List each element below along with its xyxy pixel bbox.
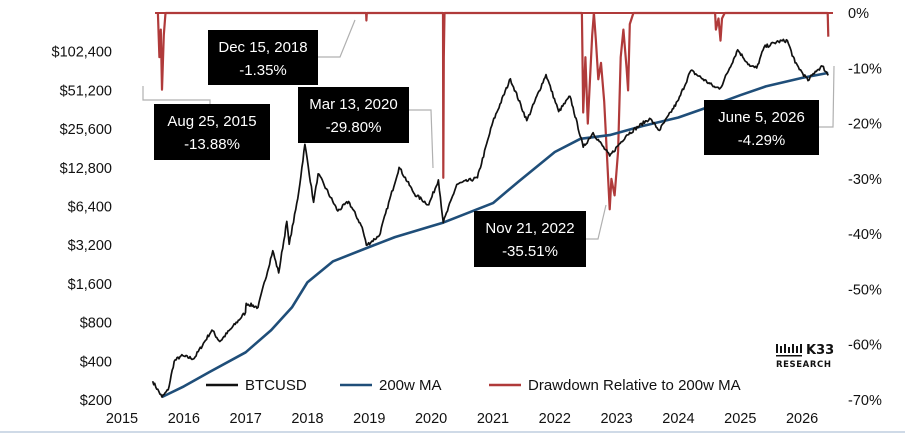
callout-value: -13.88% <box>184 136 240 153</box>
x-tick-label: 2019 <box>353 411 385 427</box>
legend: BTCUSD 200w MA Drawdown Relative to 200w… <box>206 377 741 394</box>
callout-leader <box>819 65 835 128</box>
y-left-tick-label: $3,200 <box>68 238 112 254</box>
drawdown-segment <box>580 12 595 125</box>
callout-date: June 5, 2026 <box>718 109 805 126</box>
callout-leader <box>142 86 211 104</box>
drawdown-segment <box>826 12 830 37</box>
x-tick-label: 2016 <box>168 411 200 427</box>
x-tick-label: 2018 <box>291 411 323 427</box>
callout-value: -35.51% <box>502 243 558 260</box>
callout-date: Nov 21, 2022 <box>485 220 574 237</box>
x-tick-label: 2024 <box>662 411 694 427</box>
x-tick-label: 2020 <box>415 411 447 427</box>
y-left-tick-label: $6,400 <box>68 200 112 216</box>
x-tick-label: 2026 <box>786 411 818 427</box>
y-left-tick-label: $1,600 <box>68 277 112 293</box>
y-left-tick-label: $25,600 <box>60 122 112 138</box>
x-tick-label: 2021 <box>477 411 509 427</box>
callout-box: Nov 21, 2022 -35.51% <box>474 211 586 267</box>
y-left-tick-label: $102,400 <box>52 45 112 61</box>
legend-label-drawdown: Drawdown Relative to 200w MA <box>528 377 741 394</box>
k33-logo-mark <box>776 344 802 357</box>
drawdown-segment <box>714 12 726 42</box>
callout-background <box>704 100 819 155</box>
y-left-tick-label: $400 <box>80 354 112 370</box>
callout-value: -4.29% <box>738 132 786 149</box>
y-left-tick-label: $51,200 <box>60 83 112 99</box>
drawdown-segment <box>592 12 635 211</box>
btcusd-series <box>151 38 829 398</box>
x-tick-label: 2025 <box>724 411 756 427</box>
callout-box: Aug 25, 2015 -13.88% <box>154 104 270 160</box>
drawdown-segment <box>156 12 167 91</box>
y-right-tick-label: -30% <box>848 172 882 188</box>
callouts: Aug 25, 2015 -13.88% Dec 15, 2018 -1.35% Mar… <box>154 30 819 267</box>
legend-label-200w-ma: 200w MA <box>379 377 442 394</box>
callout-background <box>298 87 409 143</box>
callout-background <box>154 104 270 160</box>
callout-background <box>474 211 586 267</box>
y-left-tick-label: $800 <box>80 316 112 332</box>
callout-date: Aug 25, 2015 <box>167 113 256 130</box>
drawdown-series <box>155 11 833 211</box>
callout-background <box>208 30 318 85</box>
right-axis-ticks: 0% -10% -20% -30% -40% -50% -60% -70% <box>848 6 882 409</box>
x-tick-label: 2017 <box>230 411 262 427</box>
callout-box: Dec 15, 2018 -1.35% <box>208 30 318 85</box>
callout-leader <box>409 109 434 169</box>
callout-leaders <box>142 19 835 240</box>
x-tick-label: 2015 <box>106 411 138 427</box>
logo-research: RESEARCH <box>776 360 832 370</box>
y-right-tick-label: -20% <box>848 117 882 133</box>
y-right-tick-label: -50% <box>848 282 882 298</box>
y-right-tick-label: -40% <box>848 227 882 243</box>
y-right-tick-label: -70% <box>848 393 882 409</box>
callout-box: June 5, 2026 -4.29% <box>704 100 819 155</box>
callout-leader <box>586 204 607 240</box>
callout-box: Mar 13, 2020 -29.80% <box>298 87 409 143</box>
left-axis-ticks: $200 $400 $800 $1,600 $3,200 $6,400 $12,800 $25… <box>52 45 112 409</box>
legend-label-btcusd: BTCUSD <box>245 377 307 394</box>
y-right-tick-label: -10% <box>848 61 882 77</box>
callout-value: -29.80% <box>326 119 382 136</box>
callout-leader <box>318 19 356 58</box>
x-tick-label: 2023 <box>600 411 632 427</box>
drawdown-segment <box>365 12 368 22</box>
callout-date: Dec 15, 2018 <box>218 39 307 56</box>
y-left-tick-label: $200 <box>80 393 112 409</box>
k33-logo: K33 RESEARCH <box>776 343 834 370</box>
x-axis-ticks: 2015 2016 2017 2018 2019 2020 2021 2022 2023 2024… <box>106 411 818 427</box>
y-right-tick-label: 0% <box>848 6 869 22</box>
btcusd-line <box>151 38 829 398</box>
x-tick-label: 2022 <box>539 411 571 427</box>
drawdown-segment <box>441 12 446 179</box>
callout-date: Mar 13, 2020 <box>309 96 397 113</box>
logo-k33: K33 <box>806 343 834 358</box>
y-right-tick-label: -60% <box>848 338 882 354</box>
callout-value: -1.35% <box>239 62 287 79</box>
y-left-tick-label: $12,800 <box>60 161 112 177</box>
